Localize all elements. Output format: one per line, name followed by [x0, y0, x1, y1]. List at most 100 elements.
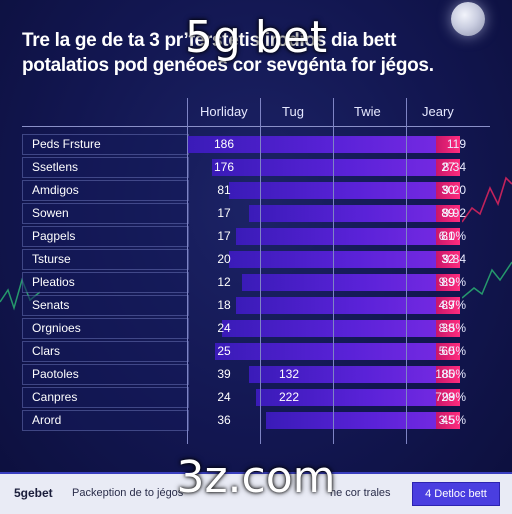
row-bar-accent — [436, 389, 460, 406]
row-value-3: 89 — [441, 275, 455, 289]
column-header-1: Horliday — [200, 104, 248, 119]
row-label: Orgnioes — [32, 321, 81, 335]
table-row: Amdigos 81 30 9.20 — [22, 179, 490, 202]
row-value-3: 89 — [441, 206, 455, 220]
table-row: Pagpels 17 81 6.0% — [22, 225, 490, 248]
row-bar — [266, 412, 460, 429]
row-bar-accent — [436, 297, 460, 314]
divider — [406, 98, 407, 444]
row-value-3: 28 — [441, 390, 455, 404]
row-label: Ssetlens — [32, 160, 79, 174]
cta-button[interactable]: 4 Detloc bett — [412, 482, 500, 506]
data-table: Horliday Tug Twie Jeary Peds Frsture 186 1… — [22, 98, 490, 444]
table-body: Peds Frsture 186 119 Ssetlens 176 27 8.34 Amdig… — [22, 133, 490, 432]
row-label-box — [22, 157, 189, 178]
row-value-4: 9.92 — [442, 206, 466, 220]
watermark-top: 5g bet — [184, 12, 328, 63]
row-label-box — [22, 272, 189, 293]
row-label-box — [22, 249, 189, 270]
row-bar — [229, 251, 460, 268]
row-label-box — [22, 341, 189, 362]
row-value-4: 5.5% — [438, 344, 466, 358]
row-value-2: 132 — [278, 367, 300, 381]
table-row: Clars 25 60 5.5% — [22, 340, 490, 363]
row-value-4: 180% — [435, 367, 466, 381]
row-label: Tsturse — [32, 252, 71, 266]
row-bar — [249, 205, 460, 222]
row-bar — [249, 366, 460, 383]
row-value-1: 17 — [217, 229, 231, 243]
row-bar-accent — [436, 182, 460, 199]
row-bar-accent — [436, 159, 460, 176]
row-value-4: 3.5% — [438, 413, 466, 427]
divider — [260, 98, 261, 444]
row-value-3: 89 — [441, 298, 455, 312]
title-line-2: potalatios pod genéoes cor sevgénta for … — [22, 55, 434, 76]
table-row: Ssetlens 176 27 8.34 — [22, 156, 490, 179]
row-value-3: 30 — [441, 183, 455, 197]
row-value-1: 81 — [217, 183, 231, 197]
row-bar-accent — [436, 343, 460, 360]
row-value-4: 9.20 — [442, 183, 466, 197]
row-bar-accent — [436, 366, 460, 383]
row-value-1: 18 — [217, 298, 231, 312]
column-header-2: Tug — [282, 104, 304, 119]
row-value-4: 9.9% — [438, 275, 466, 289]
row-value-1: 36 — [217, 413, 231, 427]
row-value-2: 222 — [278, 390, 300, 404]
row-value-3: 32 — [441, 252, 455, 266]
row-bar-accent — [436, 136, 460, 153]
right-line-graph-decoration — [462, 176, 512, 299]
row-value-4: 4.7% — [438, 298, 466, 312]
table-row: Canpres 24 222 28 799% — [22, 386, 490, 409]
row-value-3: 45 — [441, 413, 455, 427]
row-value-4: 8.5% — [438, 321, 466, 335]
footer-description: Packeption de to jégos — [72, 487, 184, 499]
row-label: Sowen — [32, 206, 69, 220]
row-bar-accent — [436, 412, 460, 429]
row-label-box — [22, 180, 189, 201]
row-bar — [236, 228, 460, 245]
row-value-1: 17 — [217, 206, 231, 220]
column-header-4: Jeary — [422, 104, 454, 119]
row-value-1: 25 — [217, 344, 231, 358]
row-label-box — [22, 387, 189, 408]
row-value-4: 8.34 — [442, 160, 466, 174]
footer-description-2: ne cor trales — [330, 487, 391, 499]
column-header-3: Twie — [354, 104, 381, 119]
row-value-3: 27 — [441, 160, 455, 174]
watermark-bottom: 3z.com — [176, 452, 336, 503]
row-label-box — [22, 295, 189, 316]
row-label: Arord — [32, 413, 62, 427]
row-value-4: 799% — [435, 390, 466, 404]
row-bar — [236, 297, 460, 314]
row-value-4: 9.84 — [442, 252, 466, 266]
title-line-1: Tre la ge de ta 3 pr’ferstetis irodios d… — [22, 30, 397, 51]
row-label: Pagpels — [32, 229, 76, 243]
row-value-1: 12 — [217, 275, 231, 289]
row-bar-accent — [436, 274, 460, 291]
row-value-3: 85 — [441, 367, 455, 381]
row-value-3: 38 — [441, 321, 455, 335]
row-bar-accent — [436, 251, 460, 268]
row-label-box — [22, 410, 189, 431]
row-bar — [188, 136, 460, 153]
row-bar — [242, 274, 460, 291]
footer-brand: 5gebet — [14, 486, 53, 500]
row-label-box — [22, 226, 189, 247]
table-row: Tsturse 20 32 9.84 — [22, 248, 490, 271]
row-value-1: 24 — [217, 321, 231, 335]
row-bar — [215, 343, 460, 360]
row-value-1: 186 — [213, 137, 235, 151]
moon-icon — [451, 2, 485, 36]
row-value-3: 60 — [441, 344, 455, 358]
row-value-1: 20 — [217, 252, 231, 266]
row-bar — [212, 159, 460, 176]
table-row: Pleatios 12 89 9.9% — [22, 271, 490, 294]
row-label-box — [22, 318, 189, 339]
table-row: Orgnioes 24 38 8.5% — [22, 317, 490, 340]
table-row: Paotoles 39 132 85 180% — [22, 363, 490, 386]
row-value-1: 39 — [217, 367, 231, 381]
page-title: Tre la ge de ta 3 pr’ferstetis irodios d… — [22, 28, 492, 78]
table-row: Arord 36 45 3.5% — [22, 409, 490, 432]
